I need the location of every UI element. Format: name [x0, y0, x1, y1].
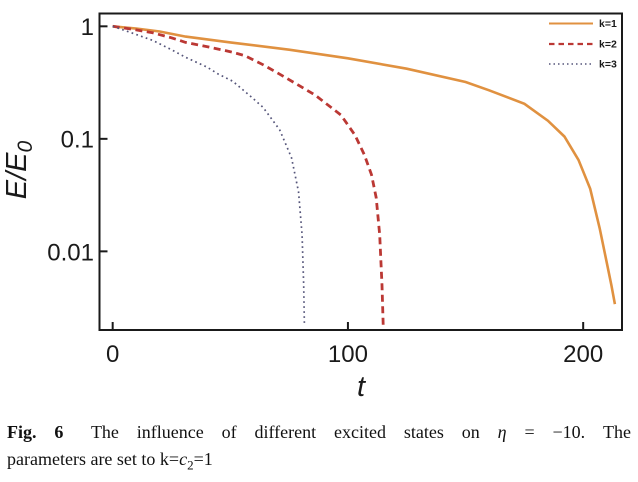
caption-line-2: parameters are set to k=c2=1 — [7, 446, 631, 479]
legend: k=1 k=2 k=3 — [549, 18, 617, 71]
figure-caption: Fig. 6 The influence of different excite… — [7, 419, 631, 479]
x-tick-label-0: 0 — [106, 341, 119, 368]
legend-label-k1: k=1 — [599, 18, 617, 30]
x-tick-label-200: 200 — [563, 341, 603, 368]
plot-frame — [98, 12, 623, 331]
legend-label-k2: k=2 — [599, 39, 617, 51]
y-axis-label-main: E/E — [1, 152, 33, 199]
y-axis-label: E/E0 — [1, 140, 37, 199]
legend-entry-k3: k=3 — [549, 59, 617, 71]
caption-text-1: The influence of different excited state… — [90, 422, 480, 442]
legend-label-k3: k=3 — [599, 59, 617, 71]
y-tick-label-1: 1 — [81, 14, 94, 41]
caption-eta-symbol: η — [497, 422, 507, 442]
x-tick-label-100: 100 — [328, 341, 368, 368]
curve-k3 — [112, 25, 306, 326]
legend-entry-k2: k=2 — [549, 39, 617, 51]
caption-c-symbol: c — [179, 449, 188, 469]
caption-text-3: parameters are set to k= — [7, 449, 180, 469]
caption-text-4: =1 — [193, 449, 213, 469]
caption-c-subscript: 2 — [187, 457, 194, 473]
curve-k1 — [112, 25, 617, 305]
caption-line-1: Fig. 6 The influence of different excite… — [7, 419, 631, 446]
tick-marks — [99, 25, 585, 330]
y-tick-label-0p1: 0.1 — [61, 127, 94, 154]
y-tick-label-0p01: 0.01 — [47, 240, 94, 267]
caption-fig-label: Fig. 6 — [7, 422, 64, 442]
x-axis-label: t — [357, 371, 367, 403]
curve-k2 — [112, 24, 385, 326]
curves — [112, 24, 617, 326]
chart: 1 0.1 0.01 0 100 200 t E/E0 k=1 k=2 k — [1, 12, 623, 403]
y-tick-labels: 1 0.1 0.01 — [47, 14, 94, 267]
legend-entry-k1: k=1 — [549, 18, 617, 30]
x-tick-labels: 0 100 200 — [106, 341, 603, 368]
caption-text-2: = −10. The — [524, 422, 632, 442]
y-axis-label-sub: 0 — [14, 140, 37, 152]
